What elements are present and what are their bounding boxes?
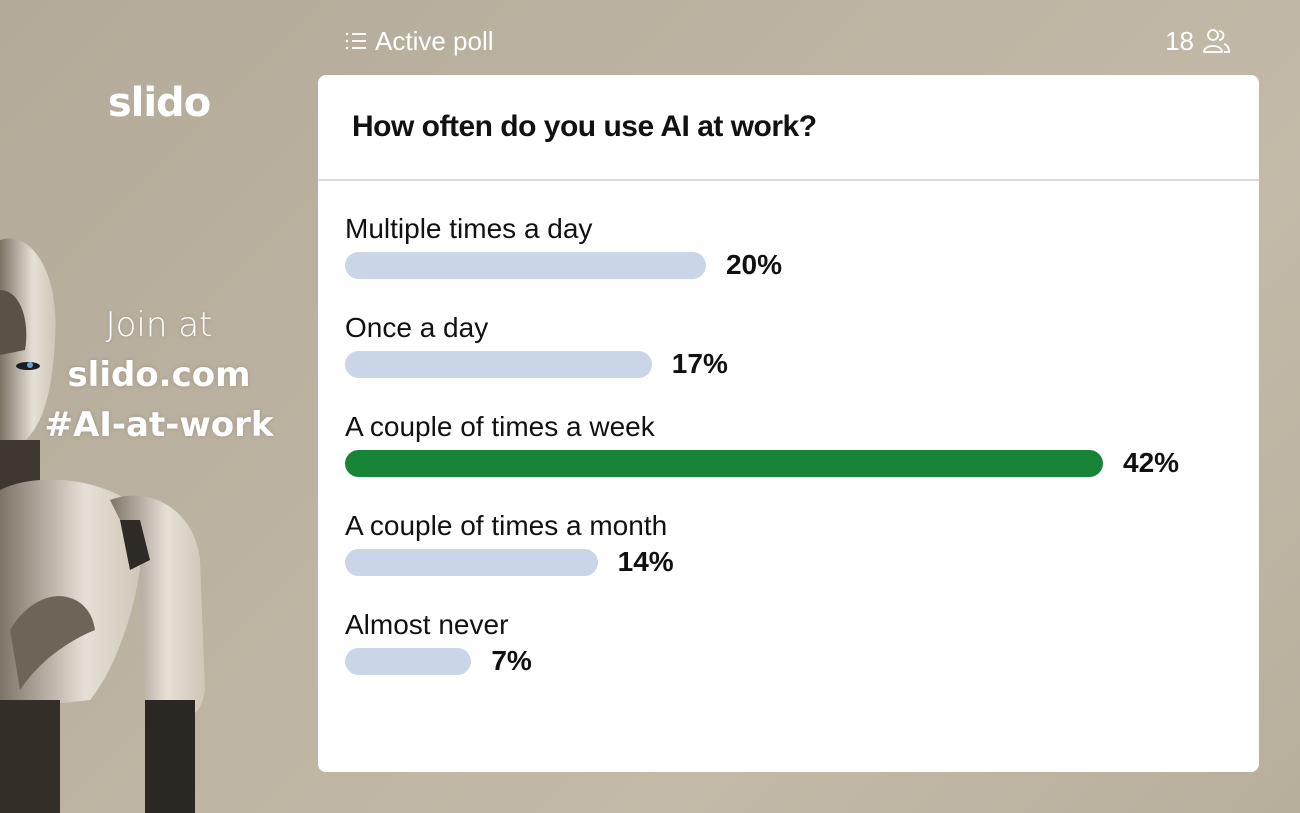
option-percent: 42%	[1123, 447, 1180, 478]
option-label: A couple of times a month	[345, 510, 668, 541]
option-percent: 20%	[725, 249, 782, 280]
robot-background-image	[0, 238, 205, 813]
poll-header: Active poll 18	[345, 24, 1230, 58]
poll-option: Once a day 17%	[345, 308, 1259, 407]
slido-logo: slido	[107, 80, 211, 126]
poll-options: Multiple times a day 20% Once a day 17% A …	[318, 181, 1259, 704]
poll-status-label: Active poll	[375, 25, 494, 56]
join-instructions: Join at slido.com #AI-at-work	[0, 300, 318, 450]
result-bar	[345, 548, 598, 576]
poll-option: Multiple times a day 20%	[345, 209, 1259, 308]
list-icon	[345, 32, 366, 50]
join-url: slido.com	[67, 355, 251, 395]
result-bar	[345, 251, 706, 279]
option-percent: 7%	[491, 645, 532, 676]
event-code: #AI-at-work	[44, 405, 274, 445]
join-label: Join at	[105, 305, 213, 345]
poll-question: How often do you use AI at work?	[318, 75, 1259, 181]
option-label: A couple of times a week	[345, 411, 655, 442]
users-icon	[1203, 29, 1230, 53]
result-bar	[345, 647, 472, 675]
option-percent: 14%	[617, 546, 674, 577]
poll-option: Almost never 7%	[345, 605, 1259, 704]
participants-number: 18	[1165, 25, 1194, 56]
poll-option: A couple of times a week 42%	[345, 407, 1259, 506]
option-percent: 17%	[671, 348, 728, 379]
option-label: Multiple times a day	[345, 213, 593, 244]
result-bar	[345, 449, 1103, 477]
result-bar	[345, 350, 652, 378]
option-label: Almost never	[345, 609, 509, 640]
participants-count: 18	[1165, 26, 1230, 57]
poll-card: How often do you use AI at work? Multipl…	[318, 75, 1259, 772]
option-label: Once a day	[345, 312, 489, 343]
poll-option: A couple of times a month 14%	[345, 506, 1259, 605]
